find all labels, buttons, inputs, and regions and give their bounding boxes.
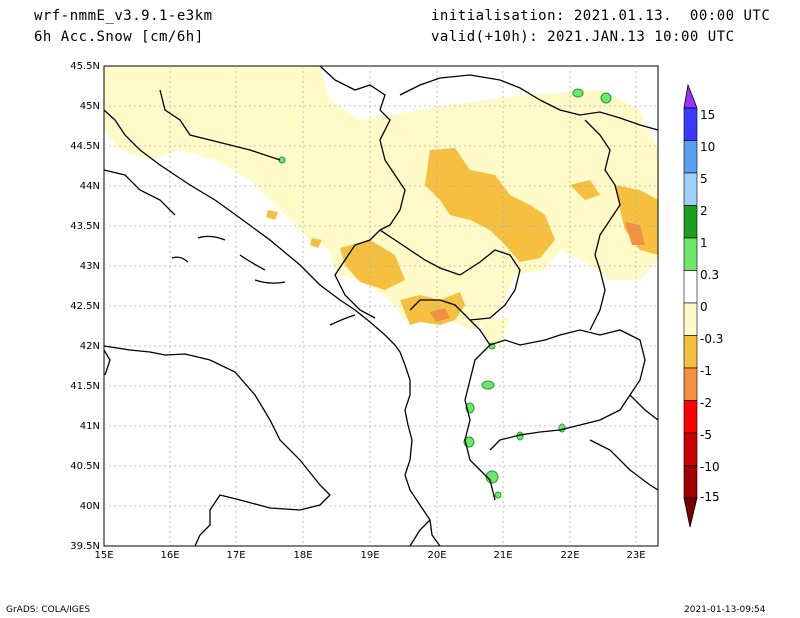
colorbar-box: [683, 465, 698, 499]
colorbar-label: 2: [700, 204, 708, 218]
colorbar-boxes: [683, 107, 698, 499]
lat-label: 41.5N: [70, 381, 100, 392]
lat-label: 43N: [79, 261, 100, 272]
lat-label: 42N: [79, 341, 100, 352]
lon-label: 18E: [293, 550, 313, 561]
init-time: initialisation: 2021.01.13. 00:00 UTC: [431, 8, 771, 24]
colorbar-label: 0: [700, 300, 708, 314]
colorbar-box: [683, 205, 698, 239]
colorbar-label: -10: [700, 460, 720, 474]
colorbar-box: [683, 302, 698, 336]
colorbar-bottom-arrow: [683, 497, 698, 528]
colorbar-label: 10: [700, 140, 716, 154]
colorbar-label: -2: [700, 396, 712, 410]
lat-label: 43.5N: [70, 221, 100, 232]
lat-label: 44N: [79, 181, 100, 192]
colorbar-box: [683, 270, 698, 304]
colorbar-box: [683, 400, 698, 434]
colorbar-label: 5: [700, 172, 708, 186]
grads-credit: GrADS: COLA/IGES: [6, 605, 91, 615]
lon-label: 15E: [94, 550, 114, 561]
snow-medium-shading: [266, 148, 658, 325]
colorbar-box: [683, 140, 698, 174]
lat-label: 40N: [79, 501, 100, 512]
lon-label: 22E: [560, 550, 580, 561]
colorbar-box: [683, 335, 698, 369]
colorbar-label: 15: [700, 108, 716, 122]
lat-label: 45N: [79, 101, 100, 112]
colorbar-box: [683, 432, 698, 466]
colorbar-label: 1: [700, 236, 708, 250]
colorbar-label: 0.3: [700, 268, 720, 282]
lon-label: 16E: [160, 550, 180, 561]
lat-label: 45.5N: [70, 61, 100, 72]
lat-label: 42.5N: [70, 301, 100, 312]
coastlines-borders: [103, 65, 659, 547]
lon-label: 23E: [626, 550, 646, 561]
colorbar-box: [683, 172, 698, 206]
lon-label: 19E: [360, 550, 380, 561]
field-title: 6h Acc.Snow [cm/6h]: [34, 29, 204, 45]
lon-label: 20E: [427, 550, 447, 561]
colorbar-label: -1: [700, 364, 712, 378]
colorbar-box: [683, 107, 698, 141]
colorbar-label: -0.3: [700, 332, 724, 346]
model-title: wrf-nmmE_v3.9.1-e3km: [34, 8, 213, 24]
plot-timestamp: 2021-01-13-09:54: [684, 605, 766, 615]
colorbar-label: -15: [700, 490, 720, 504]
colorbar-label: -5: [700, 428, 712, 442]
lon-label: 17E: [226, 550, 246, 561]
lat-label: 39.5N: [70, 541, 100, 552]
lat-label: 44.5N: [70, 141, 100, 152]
lat-label: 40.5N: [70, 461, 100, 472]
snow-heavy-shading: [430, 222, 645, 322]
colorbar-box: [683, 237, 698, 271]
colorbar-box: [683, 367, 698, 401]
lat-label: 41N: [79, 421, 100, 432]
snow-light-shading: [104, 66, 658, 345]
colorbar-top-arrow: [683, 83, 698, 109]
valid-time: valid(+10h): 2021.JAN.13 10:00 UTC: [431, 29, 735, 45]
lon-label: 21E: [493, 550, 513, 561]
